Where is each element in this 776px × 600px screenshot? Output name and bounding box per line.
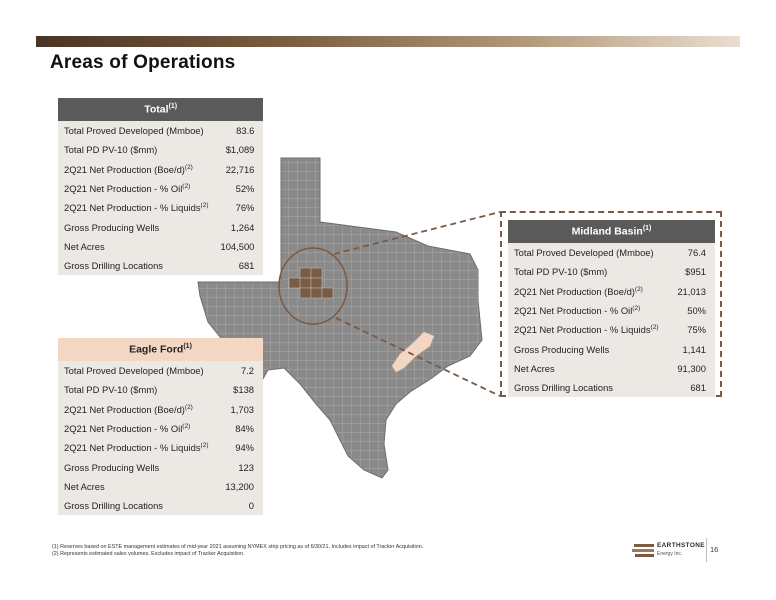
table-row: Gross Producing Wells 1,264 — [64, 221, 255, 233]
table-row: 2Q21 Net Production - % Oil(2) 50% — [514, 304, 706, 317]
footer-divider — [706, 538, 707, 562]
table-row: 2Q21 Net Production - % Liquids(2) 75% — [514, 324, 706, 336]
connector-bottom — [335, 317, 501, 397]
table-row: Gross Producing Wells 123 — [64, 461, 254, 473]
logo-subtitle: Energy Inc. — [657, 551, 683, 557]
midland-heading: Midland Basin(1) — [508, 220, 715, 243]
table-row: 2Q21 Net Production - % Liquids(2) 94% — [64, 442, 254, 454]
total-table: Total(1) Total Proved Developed (Mmboe) 8… — [58, 98, 264, 276]
table-row: 2Q21 Net Production - % Oil(2) 52% — [64, 182, 255, 195]
table-row: Gross Drilling Locations 681 — [514, 382, 706, 394]
table-row: Net Acres 91,300 — [514, 362, 706, 374]
table-row: Total PD PV-10 ($mm) $951 — [514, 266, 706, 278]
eagle-ford-heading: Eagle Ford(1) — [58, 338, 263, 361]
table-row: 2Q21 Net Production - % Liquids(2) 76% — [64, 202, 255, 214]
header-bar — [36, 36, 740, 47]
footnotes: (1) Reserves based on ESTE management es… — [52, 544, 423, 558]
footnote-1: (1) Reserves based on ESTE management es… — [52, 544, 424, 550]
midland-highlight-circle — [278, 247, 348, 325]
table-row: 2Q21 Net Production (Boe/d)(2) 21,013 — [514, 285, 706, 297]
table-row: Net Acres 13,200 — [64, 480, 254, 492]
table-row: Net Acres 104,500 — [64, 240, 255, 252]
table-row: Gross Producing Wells 1,141 — [514, 343, 706, 355]
table-row: Total Proved Developed (Mmboe) 83.6 — [64, 125, 255, 137]
table-row: 2Q21 Net Production - % Oil(2) 84% — [64, 422, 254, 435]
earthstone-logo-icon — [632, 544, 654, 557]
page-number: 16 — [710, 545, 719, 554]
table-row: Total PD PV-10 ($mm) $138 — [64, 384, 254, 396]
eagle-ford-table: Eagle Ford(1) Total Proved Developed (Mm… — [58, 338, 263, 516]
page-title: Areas of Operations — [50, 52, 236, 73]
table-row: Gross Drilling Locations 681 — [64, 260, 255, 272]
midland-acreage — [288, 267, 334, 299]
table-row: Gross Drilling Locations 0 — [64, 500, 254, 512]
eagle-ford-acreage — [391, 331, 435, 373]
connector-top — [333, 211, 501, 255]
total-heading: Total(1) — [58, 98, 264, 121]
table-row: Total Proved Developed (Mmboe) 7.2 — [64, 365, 254, 377]
midland-basin-table: Midland Basin(1) Total Proved Developed … — [508, 220, 715, 398]
logo-name: EARTHSTONE — [657, 542, 705, 549]
footnote-2: (2) Represents estimated sales volumes. … — [52, 551, 245, 557]
table-row: Total PD PV-10 ($mm) $1,089 — [64, 144, 255, 156]
table-row: 2Q21 Net Production (Boe/d)(2) 22,716 — [64, 163, 255, 175]
table-row: Total Proved Developed (Mmboe) 76.4 — [514, 247, 706, 259]
table-row: 2Q21 Net Production (Boe/d)(2) 1,703 — [64, 403, 254, 415]
